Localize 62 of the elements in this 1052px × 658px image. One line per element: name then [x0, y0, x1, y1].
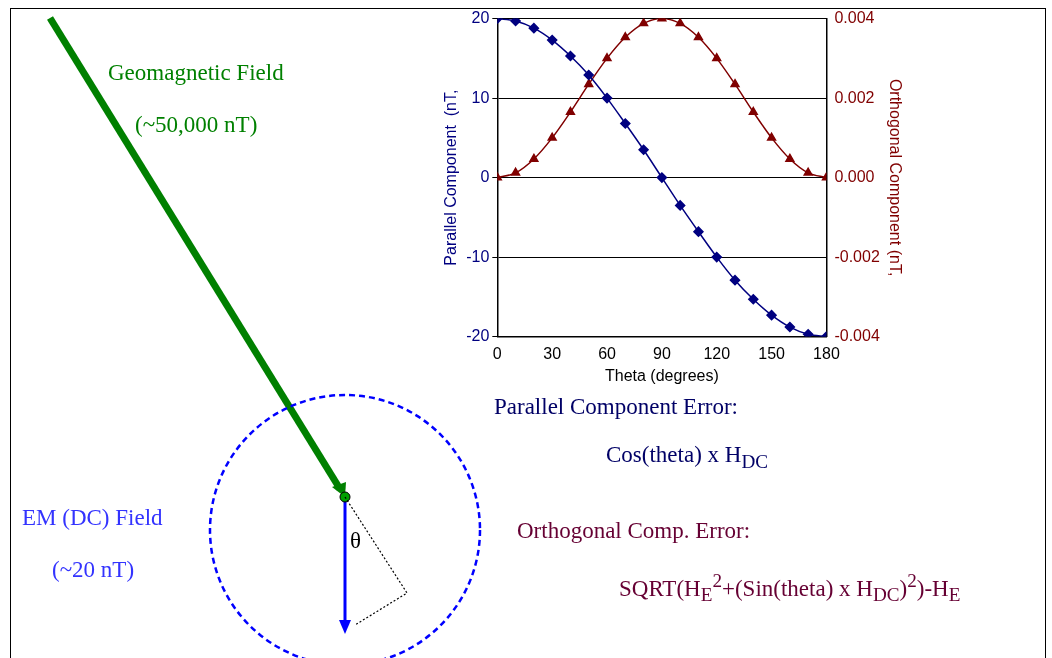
x-tick-label: 60 [598, 344, 617, 362]
point [675, 18, 685, 27]
point [602, 53, 612, 62]
point [638, 144, 649, 156]
point [693, 226, 704, 237]
point [712, 53, 722, 62]
x-tick-label: 120 [703, 344, 731, 362]
y2-axis-title: Orthogonal Component (nT, [886, 78, 904, 277]
text: Parallel Component Error: [494, 394, 738, 420]
point [656, 172, 668, 183]
point [785, 153, 795, 162]
point [784, 321, 796, 333]
text: (~20 nT) [52, 557, 135, 583]
point [748, 106, 758, 116]
point [529, 153, 539, 162]
y-tick-label: 10 [471, 88, 490, 106]
x-tick-label: 90 [652, 344, 671, 362]
text: (~50,000 nT) [135, 112, 258, 138]
text: Orthogonal Comp. Error: [517, 518, 751, 544]
point [547, 132, 557, 141]
point [565, 106, 576, 116]
text: EM (DC) Field [22, 505, 163, 531]
text: Geomagnetic Field [108, 60, 284, 86]
point [729, 274, 741, 286]
point [748, 293, 759, 305]
point [546, 34, 558, 46]
point [803, 167, 813, 176]
point [766, 132, 777, 141]
point [565, 50, 576, 62]
y2-tick-label: 0.002 [834, 88, 875, 106]
x-tick-label: 30 [543, 344, 562, 362]
point [601, 92, 613, 104]
y2-tick-label: -0.004 [834, 327, 880, 345]
x-tick-label: 0 [492, 344, 502, 362]
point [638, 18, 649, 27]
text: SQRT(H$_{E}$$^{2}$+(Sin(theta) x H$_{DC}$)$^{2}$)-H$_{E}$ [619, 570, 961, 606]
x-tick-label: 180 [813, 344, 840, 362]
y-tick-label: -10 [466, 247, 490, 265]
point [693, 32, 704, 41]
y2-tick-label: 0.000 [834, 168, 875, 186]
point [802, 328, 814, 337]
y2-tick-label: 0.004 [834, 9, 875, 27]
point [766, 309, 777, 321]
point [510, 167, 521, 176]
text: Cos(theta) x H$_{DC}$ [606, 442, 769, 473]
y2-tick-label: -0.002 [834, 247, 880, 265]
point [711, 251, 722, 263]
y-axis-title: Parallel Component (nT, [442, 89, 460, 266]
text: θ [350, 528, 362, 554]
point [674, 200, 686, 211]
point [620, 32, 630, 41]
y-tick-label: 0 [480, 168, 490, 186]
point [730, 78, 740, 88]
point [620, 118, 631, 129]
point [583, 69, 594, 81]
y-tick-label: -20 [466, 327, 490, 345]
x-tick-label: 150 [758, 344, 786, 362]
point [510, 18, 521, 27]
point [528, 22, 540, 34]
point [584, 78, 594, 88]
x-axis-title: Theta (degrees) [604, 366, 719, 384]
y-tick-label: 20 [471, 9, 490, 27]
